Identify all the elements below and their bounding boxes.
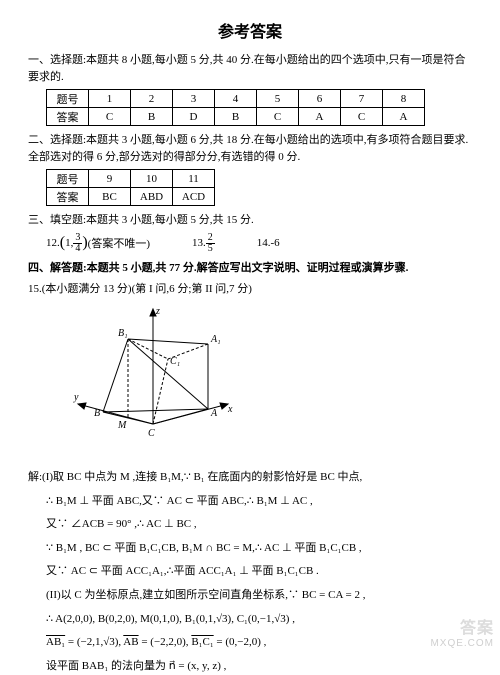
- vertex-m: M: [117, 420, 127, 431]
- vertex-a: A: [210, 408, 218, 419]
- solution-line: ∴ A(2,0,0), B(0,2,0), M(0,1,0), B₁(0,1,√…: [46, 611, 472, 629]
- solution-line: AB₁ = (−2,1,√3), AB = (−2,2,0), B₁C₁ = (…: [46, 634, 472, 652]
- solution-line: 又∵ ∠ACB = 90° ,∴ AC ⊥ BC ,: [46, 516, 472, 534]
- section1-head: 一、选择题:本题共 8 小题,每小题 5 分,共 40 分.在每小题给出的四个选…: [28, 52, 472, 85]
- solution-line: 设平面 BAB₁ 的法向量为 n⃗ = (x, y, z) ,: [46, 658, 472, 675]
- row-label: 题号: [47, 90, 89, 108]
- q15-head: 15.(本小题满分 13 分)(第 I 问,6 分;第 II 问,7 分): [28, 280, 472, 296]
- solution-line: 解:(I)取 BC 中点为 M ,连接 B₁M,∵ B₁ 在底面内的射影恰好是 …: [28, 469, 472, 487]
- axis-y-label: y: [73, 392, 79, 403]
- q13: 13. 2 5: [192, 233, 215, 254]
- solution-line: ∴ B₁M ⊥ 平面 ABC,又∵ AC ⊂ 平面 ABC,∴ B₁M ⊥ AC…: [46, 493, 472, 511]
- q14: 14.-6: [257, 237, 280, 249]
- fill-answers: 12. ( 1, 3 4 ) (答案不唯一) 13. 2 5 14.-6: [46, 233, 472, 254]
- vertex-b: B: [94, 408, 100, 419]
- vertex-c1: C₁: [170, 356, 180, 367]
- row-label: 题号: [47, 170, 89, 188]
- table-row: 题号 1 2 3 4 5 6 7 8: [47, 90, 425, 108]
- axis-z-label: z: [155, 306, 160, 317]
- solution-line: (II)以 C 为坐标原点,建立如图所示空间直角坐标系,∵ BC = CA = …: [46, 587, 472, 605]
- solution-line: 又∵ AC ⊂ 平面 ACC₁A₁,∴平面 ACC₁A₁ ⊥ 平面 B₁C₁CB…: [46, 563, 472, 581]
- table-row: 答案 C B D B C A C A: [47, 108, 425, 126]
- solution-line: ∵ B₁M , BC ⊂ 平面 B₁C₁CB, B₁M ∩ BC = M,∴ A…: [46, 540, 472, 558]
- table-sec2: 题号 9 10 11 答案 BC ABD ACD: [46, 169, 215, 206]
- vertex-a1: A₁: [210, 334, 221, 345]
- axis-x-label: x: [227, 404, 233, 415]
- table-sec1: 题号 1 2 3 4 5 6 7 8 答案 C B D B C A C A: [46, 89, 425, 126]
- section2-head: 二、选择题:本题共 3 小题,每小题 6 分,共 18 分.在每小题给出的选项中…: [28, 132, 472, 165]
- page-title: 参考答案: [28, 18, 472, 42]
- section4-head: 四、解答题:本题共 5 小题,共 77 分.解答应写出文字说明、证明过程或演算步…: [28, 260, 472, 277]
- q12: 12. ( 1, 3 4 ) (答案不唯一): [46, 233, 150, 254]
- watermark: 答案 MXQE.COM: [430, 614, 494, 649]
- vertex-b1: B₁: [118, 328, 128, 339]
- vertex-c: C: [148, 428, 155, 439]
- table-row: 答案 BC ABD ACD: [47, 188, 215, 206]
- ans-label: 答案: [47, 188, 89, 206]
- table-row: 题号 9 10 11: [47, 170, 215, 188]
- section3-head: 三、填空题:本题共 3 小题,每小题 5 分,共 15 分.: [28, 212, 472, 229]
- prism-diagram: z x y B₁ A₁ C₁ A B C M: [68, 304, 238, 454]
- ans-label: 答案: [47, 108, 89, 126]
